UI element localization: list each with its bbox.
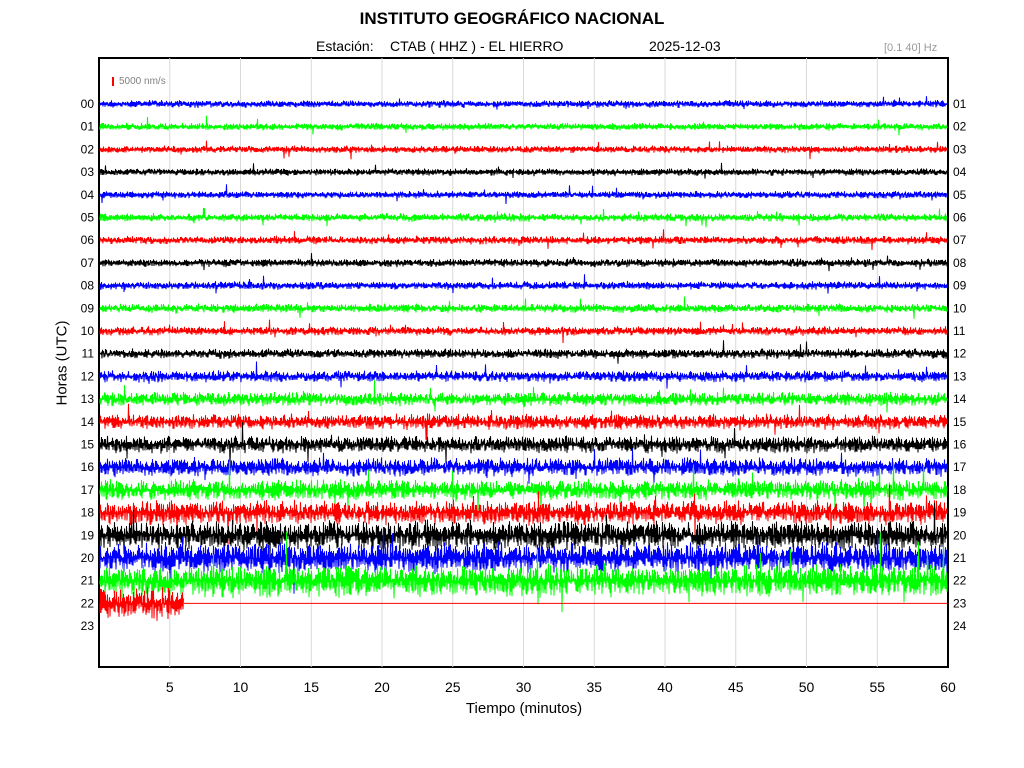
x-tick-35: 35 (586, 679, 602, 695)
y-tick-right-16: 16 (953, 438, 967, 452)
y-tick-left-23: 23 (81, 619, 95, 633)
x-tick-5: 5 (166, 679, 174, 695)
y-tick-right-05: 05 (953, 188, 967, 202)
trace-hour-15 (99, 422, 948, 469)
trace-hour-4 (99, 184, 948, 205)
y-axis-label: Horas (UTC) (53, 320, 71, 406)
trace-hour-21 (99, 531, 948, 613)
y-tick-left-11: 11 (82, 347, 95, 361)
y-tick-left-16: 16 (81, 460, 95, 474)
y-tick-left-18: 18 (81, 506, 95, 520)
trace-hour-5 (99, 207, 948, 228)
y-tick-right-23: 23 (953, 596, 967, 610)
trace-hour-1 (99, 115, 948, 136)
y-tick-left-03: 03 (81, 165, 95, 179)
y-tick-left-19: 19 (81, 528, 95, 542)
trace-hour-12 (99, 361, 948, 389)
y-tick-right-20: 20 (953, 528, 967, 542)
y-tick-right-13: 13 (953, 369, 967, 383)
y-tick-left-13: 13 (81, 392, 95, 406)
x-tick-45: 45 (728, 679, 744, 695)
y-tick-left-02: 02 (81, 142, 95, 156)
trace-hour-8 (99, 274, 948, 294)
y-tick-left-17: 17 (81, 483, 95, 497)
trace-hour-9 (99, 296, 948, 319)
y-tick-right-10: 10 (953, 301, 967, 315)
y-tick-left-01: 01 (81, 120, 95, 134)
x-tick-10: 10 (233, 679, 249, 695)
x-tick-30: 30 (516, 679, 532, 695)
trace-hour-18 (99, 484, 948, 545)
y-tick-left-12: 12 (81, 369, 95, 383)
trace-hour-6 (99, 229, 948, 251)
trace-hour-2 (99, 140, 948, 160)
station-prefix: Estación: (316, 38, 374, 54)
y-tick-left-15: 15 (81, 438, 95, 452)
amplitude-scale-label: 5000 nm/s (119, 76, 166, 87)
y-tick-left-20: 20 (81, 551, 95, 565)
station-name: CTAB ( HHZ ) - EL HIERRO (390, 38, 564, 54)
trace-hour-17 (99, 461, 948, 517)
y-tick-right-06: 06 (953, 211, 967, 225)
filter-band: [0.1 40] Hz (884, 42, 938, 54)
y-tick-left-09: 09 (81, 301, 95, 315)
x-tick-20: 20 (374, 679, 390, 695)
trace-hour-7 (99, 253, 948, 272)
scale-bar-marker (112, 77, 114, 86)
y-tick-left-05: 05 (81, 211, 95, 225)
record-date: 2025-12-03 (649, 38, 721, 54)
y-tick-left-07: 07 (81, 256, 95, 270)
seismic-traces (99, 96, 948, 621)
y-tick-right-22: 22 (953, 574, 967, 588)
y-tick-labels-left: 00 01 02 03 04 05 06 07 08 09 10 11 12 13 14 15 16 17 18 19… (81, 97, 95, 633)
trace-hour-11 (99, 340, 948, 364)
y-tick-left-08: 08 (81, 279, 95, 293)
y-tick-right-04: 04 (953, 165, 967, 179)
y-tick-right-01: 01 (953, 97, 967, 111)
chart-title: INSTITUTO GEOGRÁFICO NACIONAL (359, 9, 665, 28)
x-tick-25: 25 (445, 679, 461, 695)
x-tick-labels: 5 10 15 20 25 30 35 40 45 50 55 60 (166, 679, 956, 695)
x-axis-label: Tiempo (minutos) (465, 700, 583, 717)
trace-hour-16 (99, 448, 948, 484)
y-tick-right-03: 03 (953, 142, 967, 156)
trace-hour-3 (99, 162, 948, 179)
trace-hour-14 (99, 403, 948, 441)
trace-hour-20 (99, 526, 948, 594)
trace-hour-19 (99, 502, 948, 570)
y-tick-right-24: 24 (953, 619, 967, 633)
y-tick-right-18: 18 (953, 483, 967, 497)
y-tick-left-14: 14 (81, 415, 95, 429)
y-tick-left-06: 06 (81, 233, 95, 247)
y-tick-right-14: 14 (953, 392, 967, 406)
y-tick-right-07: 07 (953, 233, 967, 247)
trace-hour-10 (99, 319, 948, 344)
y-tick-right-11: 11 (953, 324, 966, 338)
x-tick-55: 55 (869, 679, 885, 695)
y-tick-right-15: 15 (953, 415, 967, 429)
y-tick-right-12: 12 (953, 347, 967, 361)
y-tick-left-22: 22 (81, 596, 95, 610)
y-tick-right-21: 21 (953, 551, 967, 565)
y-tick-left-21: 21 (81, 574, 95, 588)
y-tick-right-17: 17 (953, 460, 967, 474)
trace-hour-22 (99, 587, 184, 621)
y-tick-right-19: 19 (953, 506, 967, 520)
x-tick-50: 50 (799, 679, 815, 695)
y-tick-right-02: 02 (953, 120, 967, 134)
trace-hour-13 (99, 380, 948, 413)
trace-hour-0 (99, 96, 948, 110)
x-tick-60: 60 (940, 679, 956, 695)
y-tick-left-10: 10 (81, 324, 95, 338)
y-tick-left-00: 00 (81, 97, 95, 111)
y-tick-labels-right: 01 02 03 04 05 06 07 08 09 10 11 12 13 14 15 16 17 18 19 20… (953, 97, 967, 633)
y-tick-right-09: 09 (953, 279, 967, 293)
x-tick-15: 15 (303, 679, 319, 695)
x-tick-40: 40 (657, 679, 673, 695)
y-tick-left-04: 04 (81, 188, 95, 202)
y-tick-right-08: 08 (953, 256, 967, 270)
